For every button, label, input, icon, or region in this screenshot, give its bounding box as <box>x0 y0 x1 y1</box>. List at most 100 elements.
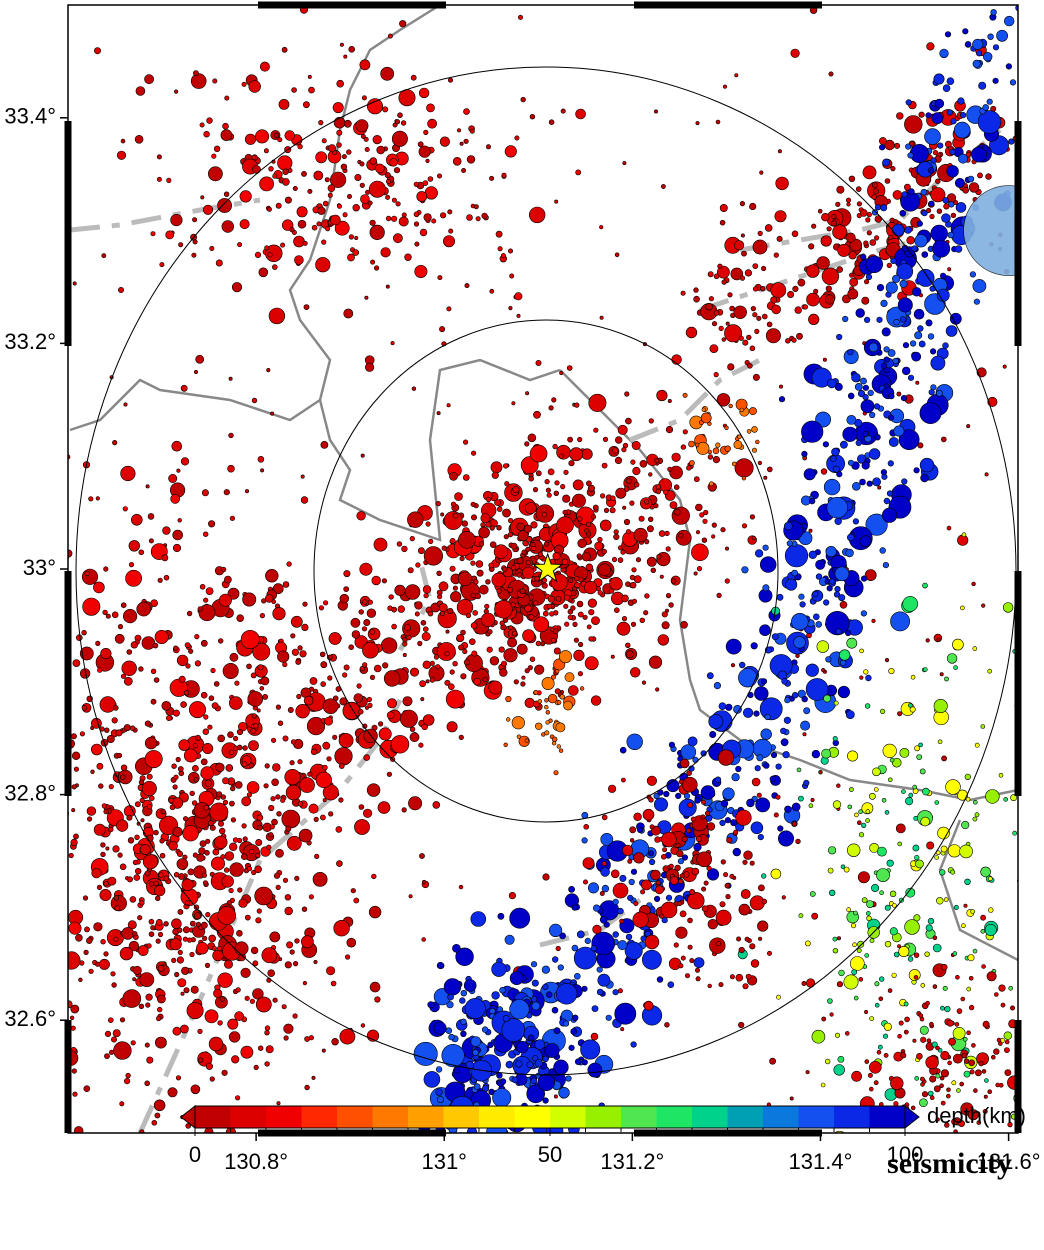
quake <box>155 895 161 901</box>
quake <box>680 620 688 629</box>
quake <box>897 711 903 717</box>
quake <box>352 204 360 212</box>
quake <box>762 544 769 551</box>
quake <box>535 535 541 542</box>
quake <box>144 870 151 877</box>
quake <box>975 50 983 57</box>
quake <box>391 130 408 147</box>
quake <box>121 927 135 940</box>
quake <box>386 698 397 709</box>
quake <box>847 349 854 356</box>
quake <box>874 434 881 441</box>
quake <box>525 546 531 553</box>
quake <box>946 165 959 178</box>
quake <box>369 629 375 635</box>
quake <box>176 654 189 667</box>
quake <box>264 1025 271 1031</box>
quake <box>916 268 935 287</box>
quake <box>446 721 458 733</box>
quake <box>586 624 592 630</box>
quake <box>70 733 77 740</box>
quake <box>240 967 251 978</box>
quake <box>406 634 412 641</box>
quake <box>338 733 354 748</box>
quake <box>302 101 310 109</box>
quake <box>436 1136 445 1145</box>
quake <box>211 945 217 951</box>
quake <box>880 469 888 476</box>
quake <box>925 1055 939 1070</box>
quake <box>713 310 720 316</box>
quake <box>677 901 683 907</box>
quake <box>172 784 178 790</box>
quake <box>144 750 163 769</box>
quake <box>227 1018 239 1030</box>
quake <box>180 384 188 392</box>
quake <box>976 1139 981 1144</box>
quake <box>149 795 155 802</box>
quake <box>178 739 190 751</box>
quake <box>116 752 123 759</box>
quake <box>592 904 601 912</box>
quake <box>129 896 137 903</box>
quake <box>208 1036 224 1052</box>
quake <box>713 372 719 378</box>
quake <box>884 940 892 948</box>
quake <box>458 734 464 741</box>
quake <box>528 206 546 224</box>
quake <box>470 592 476 598</box>
quake <box>111 717 118 724</box>
quake <box>569 447 584 462</box>
quake <box>614 456 623 465</box>
quake <box>397 605 405 613</box>
quake <box>620 549 626 555</box>
quake <box>940 1050 950 1061</box>
quake <box>863 279 870 285</box>
quake <box>246 663 252 670</box>
quake <box>537 551 544 557</box>
quake <box>491 471 499 479</box>
quake <box>745 973 752 980</box>
quake <box>744 269 753 277</box>
quake <box>309 677 318 685</box>
quake <box>321 1048 326 1053</box>
quake <box>940 436 947 443</box>
quake <box>553 770 559 776</box>
quake <box>700 412 712 424</box>
quake <box>907 956 914 962</box>
quake <box>161 554 169 562</box>
quake <box>948 1037 956 1046</box>
quake <box>521 675 526 680</box>
colorbar-swatch <box>798 1106 835 1128</box>
quake <box>551 397 557 403</box>
quake <box>708 296 715 302</box>
quake <box>150 231 156 237</box>
quake <box>265 1045 274 1054</box>
quake <box>813 288 819 295</box>
quake <box>545 991 553 999</box>
quake <box>622 505 627 510</box>
quake <box>499 1078 507 1085</box>
quake <box>509 999 530 1020</box>
quake <box>148 538 154 544</box>
quake <box>385 194 391 200</box>
quake <box>986 98 993 105</box>
quake <box>179 1024 189 1034</box>
quake <box>927 167 935 174</box>
quake <box>296 206 308 218</box>
quake <box>826 226 832 232</box>
quake <box>668 602 674 608</box>
quake <box>541 577 548 584</box>
quake <box>69 1015 75 1020</box>
quake <box>949 148 956 155</box>
quake <box>647 850 655 857</box>
quake <box>182 936 188 942</box>
quake <box>798 593 805 600</box>
quake <box>764 713 771 721</box>
quake <box>308 803 319 814</box>
quake <box>801 980 807 986</box>
quake <box>333 919 350 937</box>
quake <box>802 732 807 737</box>
quake <box>221 220 235 233</box>
quake <box>256 908 262 914</box>
